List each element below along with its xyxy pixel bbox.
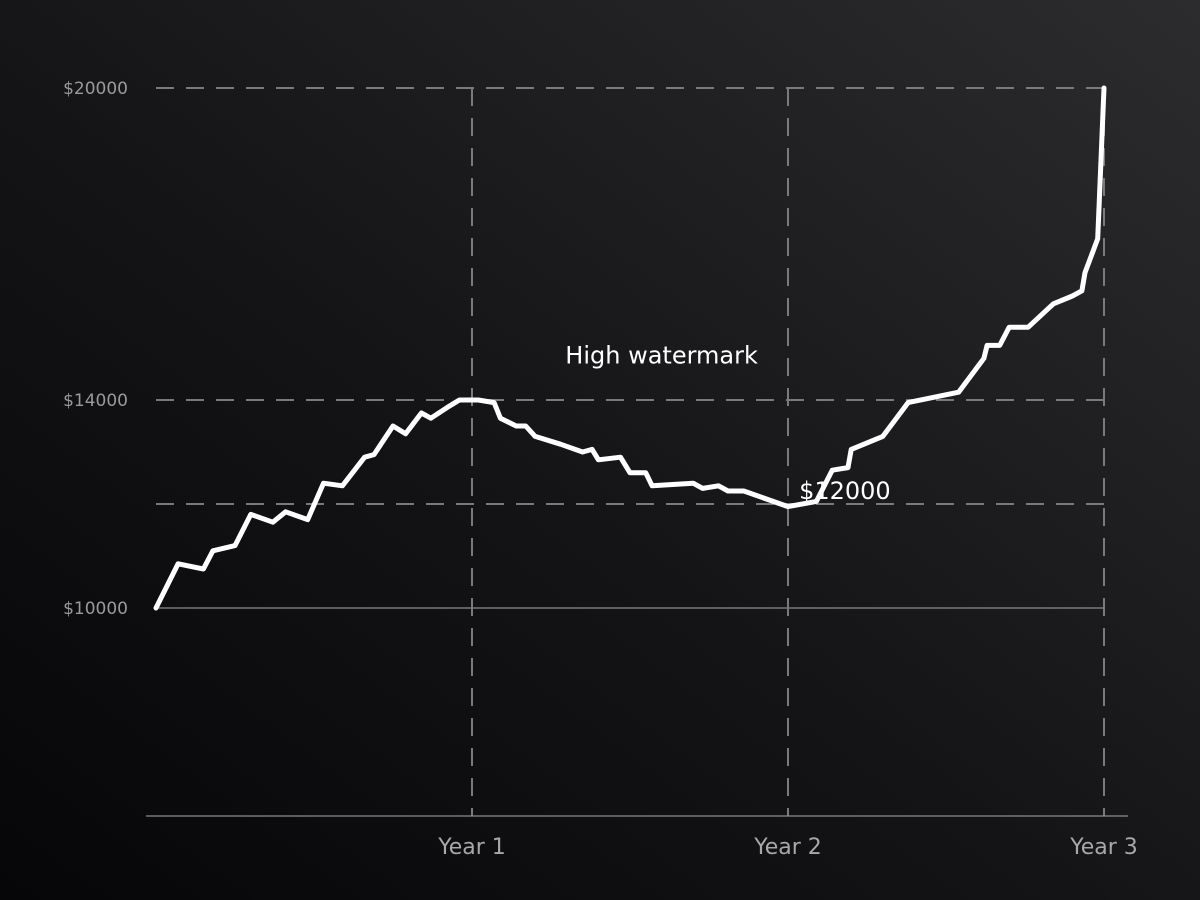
x-tick-label: Year 2 xyxy=(753,835,822,860)
y-tick-label: $14000 xyxy=(63,391,128,411)
y-tick-label: $20000 xyxy=(63,79,128,99)
annotation-label: $12000 xyxy=(799,477,891,505)
grid-lines xyxy=(156,87,1105,816)
annotation-label: High watermark xyxy=(565,342,758,370)
series-layer xyxy=(153,85,1107,611)
series-line-0 xyxy=(153,85,1107,611)
y-tick-label: $10000 xyxy=(63,599,128,619)
x-tick-label: Year 3 xyxy=(1069,835,1138,860)
labels: $10000 $14000 $20000 Year 1 Year 2 Year 3 High… xyxy=(63,79,1138,860)
x-tick-label: Year 1 xyxy=(437,835,506,860)
